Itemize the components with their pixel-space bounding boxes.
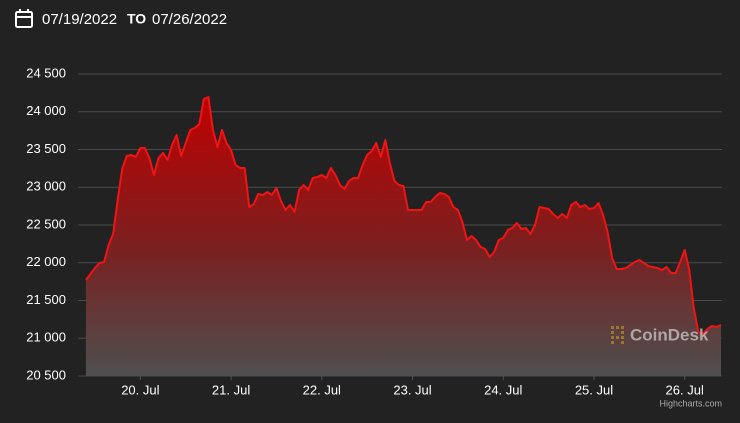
- x-tick-label: 24. Jul: [484, 382, 522, 397]
- watermark-icon: [611, 326, 624, 344]
- credits[interactable]: Highcharts.com: [659, 398, 722, 408]
- x-tick-label: 26. Jul: [666, 382, 704, 397]
- range-end[interactable]: 07/26/2022: [152, 11, 227, 28]
- watermark: CoinDesk: [611, 325, 709, 344]
- y-tick-label: 23 500: [26, 141, 66, 156]
- x-tick-label: 25. Jul: [575, 382, 613, 397]
- y-tick-label: 21 000: [26, 330, 66, 345]
- watermark-text: CoinDesk: [630, 325, 709, 344]
- x-tick-label: 21. Jul: [212, 382, 250, 397]
- y-tick-label: 20 500: [26, 367, 66, 382]
- area-fill: [85, 97, 721, 376]
- y-tick-label: 22 500: [26, 216, 66, 231]
- calendar-icon[interactable]: [15, 9, 33, 28]
- x-tick-label: 23. Jul: [393, 382, 431, 397]
- y-tick-label: 22 000: [26, 254, 66, 269]
- price-line: [85, 96, 722, 336]
- x-tick-label: 20. Jul: [121, 382, 159, 397]
- plot-area: [85, 96, 722, 376]
- y-tick-label: 23 000: [26, 179, 66, 194]
- y-tick-label: 21 500: [26, 292, 66, 307]
- y-tick-label: 24 500: [26, 65, 66, 80]
- range-start[interactable]: 07/19/2022: [42, 11, 117, 28]
- date-range[interactable]: 07/19/2022 TO 07/26/2022: [15, 9, 227, 28]
- range-separator: TO: [127, 11, 146, 27]
- y-tick-label: 24 000: [26, 103, 66, 118]
- x-tick-label: 22. Jul: [303, 382, 341, 397]
